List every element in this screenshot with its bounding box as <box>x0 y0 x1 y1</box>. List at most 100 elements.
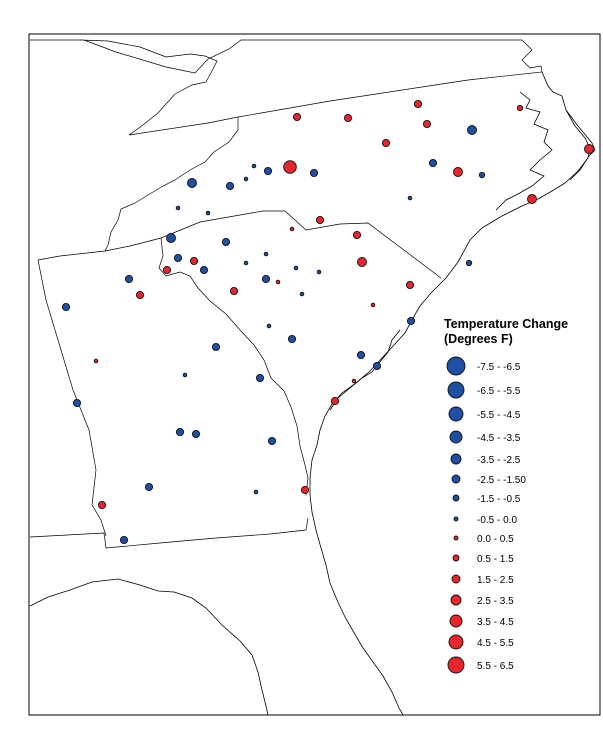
ga-sc-boundary <box>158 237 309 496</box>
station-marker <box>243 260 249 266</box>
station-marker <box>316 269 322 275</box>
station-marker <box>299 291 305 297</box>
legend-label: -5.5 - -4.5 <box>477 410 521 421</box>
legend-label: -0.5 - 0.0 <box>477 515 517 526</box>
station-marker <box>406 316 416 326</box>
legend-label: 2.5 - 3.5 <box>477 596 514 607</box>
station-marker <box>516 104 524 112</box>
legend-swatch <box>452 554 460 562</box>
outer-banks <box>565 109 596 181</box>
station-marker <box>300 485 310 495</box>
station-marker <box>221 237 231 247</box>
legend-swatch <box>451 574 461 584</box>
station-marker <box>189 256 199 266</box>
legend-title-line1: Temperature Change <box>444 317 568 331</box>
station-marker <box>191 429 201 439</box>
station-marker <box>370 302 376 308</box>
legend-label: 5.5 - 6.5 <box>477 661 514 672</box>
virginia-boundary <box>30 39 543 136</box>
station-marker <box>175 205 181 211</box>
legend-label: 0.0 - 0.5 <box>477 534 514 545</box>
legend-swatch <box>451 474 461 484</box>
station-marker <box>187 178 197 188</box>
legend-swatch <box>447 656 465 674</box>
legend-label: 0.5 - 1.5 <box>477 554 514 565</box>
legend-label: -6.5 - -5.5 <box>477 386 521 397</box>
station-marker <box>330 396 340 406</box>
station-marker <box>225 181 235 191</box>
legend-label: -4.5 - -3.5 <box>477 433 521 444</box>
florida-gulf-coastline <box>29 578 269 716</box>
sounds-detail <box>495 91 553 211</box>
station-marker <box>422 119 432 129</box>
station-marker <box>343 113 353 123</box>
station-marker <box>124 274 134 284</box>
station-marker <box>283 160 297 174</box>
legend-swatch <box>448 406 464 422</box>
nc-sc-boundary <box>104 210 442 279</box>
station-marker <box>315 215 325 225</box>
map-border <box>28 33 601 716</box>
legend-label: -3.5 - -2.5 <box>477 455 521 466</box>
station-marker <box>175 427 185 437</box>
station-marker <box>478 171 486 179</box>
station-marker <box>261 274 271 284</box>
station-marker <box>527 194 537 204</box>
legend-swatch <box>448 634 464 650</box>
station-marker <box>584 144 594 154</box>
station-marker <box>309 168 319 178</box>
station-marker <box>428 158 438 168</box>
station-marker <box>275 279 281 285</box>
legend-swatch <box>446 356 466 376</box>
station-marker <box>119 535 129 545</box>
legend-label: -2.5 - -1.50 <box>477 475 526 486</box>
legend-swatch <box>447 381 465 399</box>
station-marker <box>182 372 188 378</box>
station-marker <box>93 358 99 364</box>
station-marker <box>61 302 71 312</box>
station-marker <box>251 163 257 169</box>
station-marker <box>243 176 249 182</box>
legend-swatch <box>449 614 463 628</box>
station-marker <box>253 489 259 495</box>
station-marker <box>135 290 145 300</box>
station-marker <box>199 265 209 275</box>
station-marker <box>405 280 415 290</box>
legend-swatch <box>449 430 463 444</box>
coastal-islands <box>329 329 401 411</box>
station-marker <box>351 378 357 384</box>
station-marker <box>413 99 423 109</box>
station-marker <box>144 482 154 492</box>
legend-swatch <box>453 535 459 541</box>
legend-label: -1.5 - -0.5 <box>477 494 521 505</box>
legend-label: 4.5 - 5.5 <box>477 638 514 649</box>
legend-title-line2: (Degrees F) <box>444 332 513 346</box>
station-marker <box>162 265 172 275</box>
station-marker <box>267 436 277 446</box>
station-marker <box>263 251 269 257</box>
station-marker <box>287 334 297 344</box>
weather-stations <box>61 99 594 545</box>
station-marker <box>372 361 382 371</box>
station-marker <box>292 112 302 122</box>
ga-fl-boundary <box>29 517 309 549</box>
legend-swatch <box>450 453 462 465</box>
station-marker <box>467 125 477 135</box>
ga-al-boundary <box>37 259 107 537</box>
station-marker <box>293 265 299 271</box>
station-marker <box>465 259 473 267</box>
station-marker <box>263 166 273 176</box>
legend-swatch <box>452 494 460 502</box>
station-marker <box>289 226 295 232</box>
station-marker <box>72 398 82 408</box>
coastline <box>29 71 596 716</box>
station-marker <box>255 373 265 383</box>
station-marker <box>211 342 221 352</box>
legend-label: -7.5 - -6.5 <box>477 362 521 373</box>
station-marker <box>166 233 176 243</box>
nc-tn-boundary <box>37 117 239 261</box>
station-marker <box>381 138 391 148</box>
legend-items: -7.5 - -6.5 -6.5 - -5.5 -5.5 - -4.5 -4.5 - … <box>446 356 526 674</box>
station-marker <box>352 230 362 240</box>
station-marker <box>453 167 463 177</box>
